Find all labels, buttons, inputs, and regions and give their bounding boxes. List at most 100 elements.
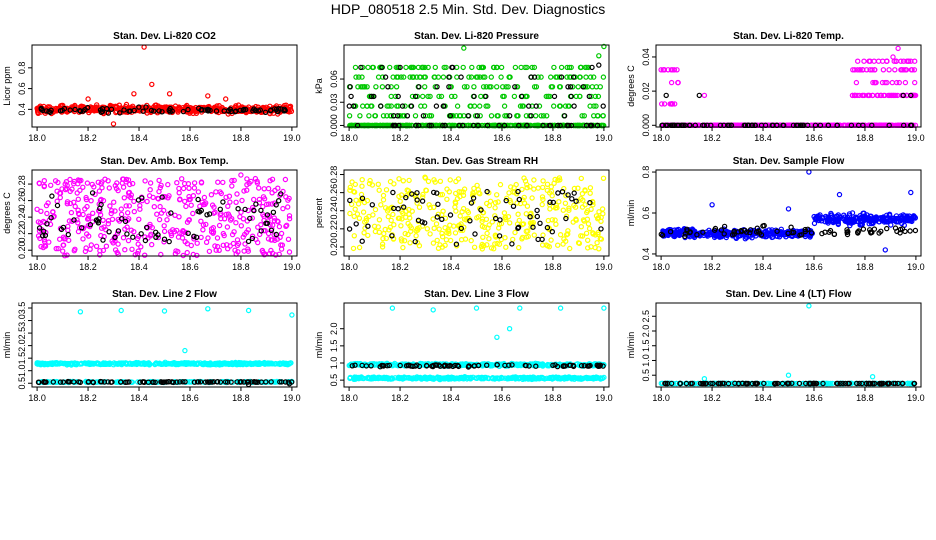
data-point [161,308,168,314]
data-point [587,199,593,206]
data-point [372,122,378,129]
data-point [182,347,188,354]
data-point [286,360,292,367]
data-point [897,230,903,236]
data-point [488,362,495,368]
data-point [274,218,281,224]
data-point [594,239,600,246]
data-point [477,74,483,80]
data-point [494,192,500,198]
data-point [151,108,157,114]
data-point [441,64,447,71]
data-point [446,74,452,80]
x-tick-label: 18.0 [28,133,46,143]
data-point [115,241,121,247]
data-point [529,195,535,201]
data-point [494,113,500,119]
data-point [85,96,91,102]
plot-frame [31,302,298,388]
data-point [545,361,551,368]
data-point [573,93,579,100]
data-points [346,174,607,252]
data-point [469,64,475,71]
data-point [67,379,73,385]
data-point [114,180,120,186]
data-point [431,189,437,196]
data-point [232,359,239,366]
data-point [220,242,226,248]
data-point [60,379,66,385]
data-point [390,189,396,196]
data-point [48,182,54,188]
x-tick-label: 18.4 [442,262,460,272]
data-point [534,213,541,220]
data-point [239,197,245,204]
data-point [377,122,383,129]
data-point [115,187,121,194]
data-point [221,216,228,222]
data-point [370,212,376,218]
data-point [496,225,502,231]
data-point [261,251,268,258]
data-point [473,305,480,311]
data-point [420,113,427,119]
data-point [452,230,459,236]
panel-p4: Stan. Dev. Amb. Box Temp.degrees C18.0 18… [2,156,301,272]
data-point [893,92,899,99]
data-point [186,196,192,203]
data-point [410,74,416,80]
data-point [47,109,53,116]
data-point [203,221,209,228]
data-point [60,234,67,240]
data-point [873,79,879,86]
data-point [492,205,498,211]
data-point [554,122,561,129]
data-point [258,228,264,234]
data-point [74,217,80,223]
data-point [859,67,866,73]
data-point [227,217,234,223]
data-point [510,203,517,209]
data-point [722,229,729,236]
data-point [245,207,251,214]
data-point [445,227,451,233]
data-point [448,84,454,90]
data-point [712,233,719,239]
data-point [215,179,221,185]
data-point [190,361,197,367]
data-point [41,379,47,385]
data-point [529,64,535,71]
data-point [263,201,270,208]
data-point [281,106,288,113]
data-point [185,230,191,236]
data-point [547,122,554,129]
data-point [198,207,204,214]
data-point [566,103,572,109]
data-point [470,195,477,201]
data-point [233,219,239,226]
plot-frame [343,44,610,128]
data-point [875,58,882,64]
data-point [124,231,130,237]
data-point [364,103,370,109]
data-point [161,239,167,245]
data-point [221,232,227,239]
data-point [560,207,567,213]
y-tick-label: 2.0 [17,339,27,352]
data-point [524,122,530,129]
data-point [168,210,174,216]
data-point [183,203,189,210]
data-point [285,236,292,242]
x-tick-label: 19.0 [283,262,301,272]
data-point [468,74,475,80]
data-point [238,209,244,215]
x-tick-label: 18.2 [703,262,721,272]
data-point [485,225,491,231]
data-point [126,181,133,188]
data-point [157,203,163,210]
data-point [442,122,448,129]
data-point [382,74,389,80]
data-point [496,233,503,239]
data-point [407,240,413,246]
data-point [359,195,366,201]
